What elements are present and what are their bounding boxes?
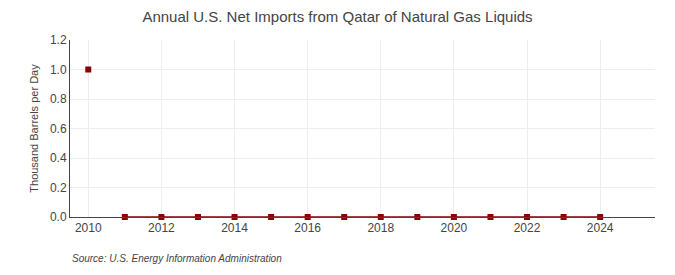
svg-text:Source: U.S. Energy Informatio: Source: U.S. Energy Information Administ… <box>72 253 282 264</box>
svg-text:2018: 2018 <box>367 221 394 235</box>
svg-text:Thousand Barrels per Day: Thousand Barrels per Day <box>28 64 40 193</box>
svg-text:Annual U.S. Net Imports from Q: Annual U.S. Net Imports from Qatar of Na… <box>142 8 532 25</box>
svg-text:1.2: 1.2 <box>50 33 67 47</box>
svg-text:2022: 2022 <box>514 221 541 235</box>
svg-text:2010: 2010 <box>75 221 102 235</box>
svg-text:2014: 2014 <box>221 221 248 235</box>
svg-text:0.8: 0.8 <box>50 92 67 106</box>
svg-text:2024: 2024 <box>587 221 614 235</box>
svg-text:0.2: 0.2 <box>50 181 67 195</box>
svg-text:1.0: 1.0 <box>50 63 67 77</box>
svg-text:0.6: 0.6 <box>50 122 67 136</box>
svg-text:0.4: 0.4 <box>50 151 67 165</box>
svg-text:2020: 2020 <box>441 221 468 235</box>
svg-text:2012: 2012 <box>148 221 175 235</box>
svg-text:2016: 2016 <box>294 221 321 235</box>
svg-text:0.0: 0.0 <box>50 210 67 224</box>
